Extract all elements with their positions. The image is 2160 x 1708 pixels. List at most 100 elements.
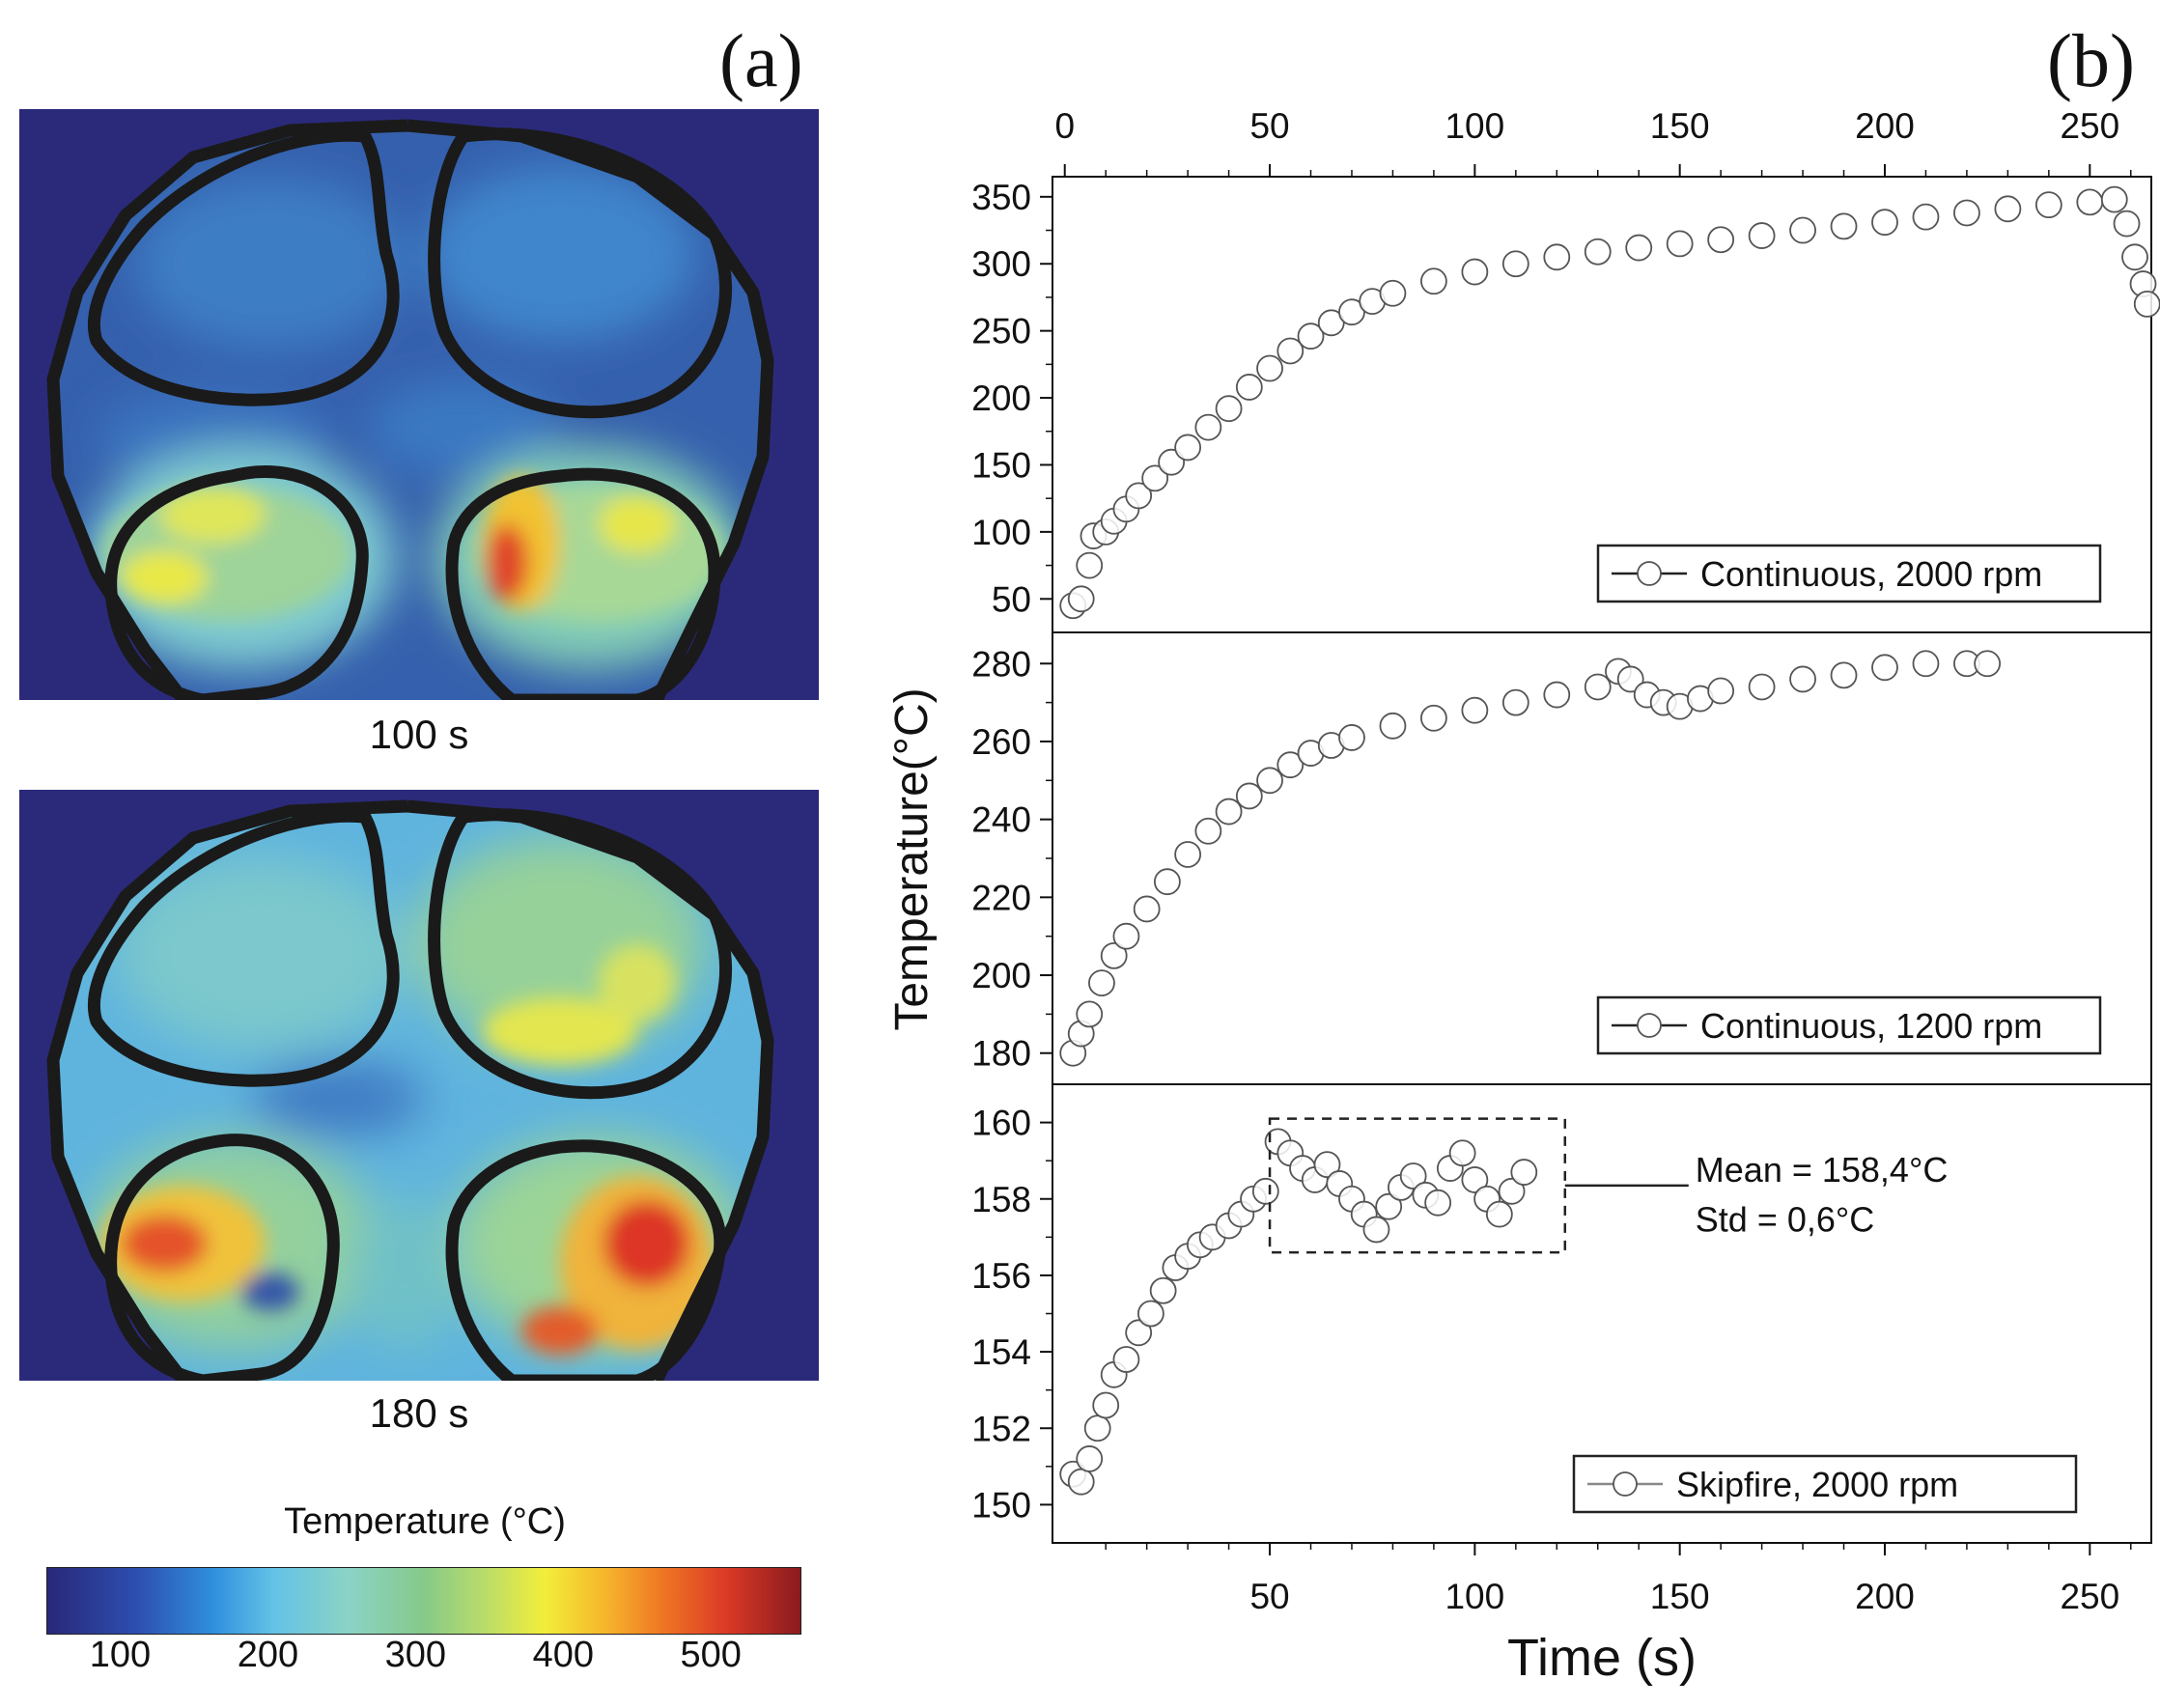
data-point bbox=[1235, 782, 1263, 810]
data-point bbox=[1133, 895, 1161, 923]
y-tick-label: 180 bbox=[971, 1034, 1031, 1074]
data-point bbox=[1379, 279, 1407, 307]
colorbar-title: Temperature (°C) bbox=[284, 1501, 566, 1542]
data-point bbox=[1616, 665, 1644, 693]
data-point bbox=[1625, 234, 1653, 262]
colorbar-tick: 400 bbox=[532, 1635, 594, 1675]
y-tick-label: 300 bbox=[971, 244, 1031, 284]
data-point bbox=[1871, 654, 1898, 682]
thermal-caption-100s: 100 s bbox=[369, 712, 469, 757]
data-point bbox=[1510, 1159, 1538, 1186]
data-point bbox=[2133, 290, 2160, 318]
data-point bbox=[1125, 482, 1153, 510]
data-point bbox=[1448, 1139, 1476, 1167]
data-point bbox=[1083, 1414, 1111, 1442]
data-point bbox=[1076, 1000, 1104, 1028]
data-point bbox=[1067, 585, 1095, 613]
y-tick-label: 150 bbox=[971, 1485, 1031, 1525]
panel-b-label: (b) bbox=[2047, 18, 2135, 102]
y-tick-label: 158 bbox=[971, 1180, 1031, 1219]
data-point bbox=[2034, 191, 2062, 219]
thermal-map-100s bbox=[19, 109, 819, 700]
data-point bbox=[1251, 1177, 1279, 1205]
panel-a-label: (a) bbox=[719, 18, 803, 102]
top-x-tick-label: 250 bbox=[2060, 106, 2119, 146]
data-point bbox=[1420, 267, 1447, 295]
data-point bbox=[1149, 1276, 1177, 1304]
y-tick-label: 280 bbox=[971, 644, 1031, 684]
data-point bbox=[1379, 712, 1407, 740]
data-point bbox=[1707, 677, 1735, 705]
data-point bbox=[1194, 817, 1222, 845]
y-tick-label: 152 bbox=[971, 1409, 1031, 1448]
data-point bbox=[2100, 185, 2128, 213]
data-point bbox=[1137, 1300, 1164, 1328]
data-point bbox=[1830, 661, 1858, 689]
y-tick-label: 350 bbox=[971, 178, 1031, 217]
data-point bbox=[1313, 1151, 1341, 1179]
y-tick-label: 160 bbox=[971, 1104, 1031, 1143]
top-x-tick-label: 50 bbox=[1249, 106, 1289, 146]
data-point bbox=[1076, 551, 1104, 579]
thermal-map-180s bbox=[19, 790, 819, 1381]
data-point bbox=[1584, 673, 1612, 701]
data-point bbox=[1215, 395, 1243, 423]
data-point bbox=[1235, 374, 1263, 401]
data-point bbox=[1338, 724, 1365, 751]
bottom-x-tick-label: 150 bbox=[1650, 1577, 1710, 1616]
y-tick-label: 150 bbox=[971, 445, 1031, 485]
colorbar-tick: 300 bbox=[384, 1635, 447, 1675]
data-point bbox=[1485, 1200, 1513, 1228]
data-point bbox=[1461, 258, 1489, 286]
data-point bbox=[2076, 188, 2104, 216]
thermal-caption-180s: 180 s bbox=[369, 1390, 469, 1436]
data-point bbox=[1399, 1162, 1427, 1190]
colorbar-gradient bbox=[46, 1567, 801, 1635]
data-point bbox=[1543, 243, 1571, 271]
data-point bbox=[1125, 1319, 1153, 1347]
data-point bbox=[2121, 243, 2148, 271]
mean-annotation: Mean = 158,4°C bbox=[1696, 1150, 1949, 1190]
data-point bbox=[1912, 203, 1940, 231]
data-point bbox=[1174, 841, 1202, 868]
data-point bbox=[1543, 681, 1571, 709]
std-annotation: Std = 0,6°C bbox=[1696, 1200, 1875, 1240]
legend-label: Skipfire, 2000 rpm bbox=[1676, 1465, 1958, 1504]
data-point bbox=[1707, 226, 1735, 254]
data-point bbox=[1666, 230, 1694, 258]
colorbar-tick: 100 bbox=[89, 1635, 152, 1675]
legend-marker bbox=[1637, 561, 1662, 586]
data-point bbox=[1276, 337, 1304, 365]
data-point bbox=[1994, 195, 2022, 223]
data-point bbox=[1088, 969, 1115, 997]
data-point bbox=[1912, 650, 1940, 678]
y-tick-label: 250 bbox=[971, 312, 1031, 351]
data-point bbox=[1584, 238, 1612, 266]
data-point bbox=[1141, 464, 1169, 492]
data-point bbox=[1174, 434, 1202, 462]
y-tick-label: 260 bbox=[971, 722, 1031, 762]
legend-label: Continuous, 1200 rpm bbox=[1700, 1006, 2042, 1046]
data-point bbox=[1974, 650, 2002, 678]
data-point bbox=[1420, 704, 1447, 732]
bottom-x-tick-label: 200 bbox=[1855, 1577, 1915, 1616]
data-point bbox=[1501, 250, 1529, 278]
data-point bbox=[1501, 688, 1529, 716]
x-axis-title: Time (s) bbox=[1507, 1629, 1697, 1687]
top-x-tick-label: 0 bbox=[1054, 106, 1075, 146]
y-tick-label: 240 bbox=[971, 800, 1031, 840]
y-tick-label: 200 bbox=[971, 956, 1031, 995]
data-point bbox=[1953, 199, 1980, 227]
mean-window-box bbox=[1268, 1117, 1567, 1254]
colorbar-tick: 200 bbox=[237, 1635, 299, 1675]
data-point bbox=[1748, 222, 1776, 249]
y-tick-label: 200 bbox=[971, 378, 1031, 418]
y-tick-label: 156 bbox=[971, 1256, 1031, 1296]
data-point bbox=[1871, 209, 1898, 237]
data-point bbox=[1112, 1346, 1140, 1373]
data-point bbox=[1092, 1391, 1120, 1419]
data-point bbox=[1461, 1166, 1489, 1193]
bottom-x-tick-label: 100 bbox=[1445, 1577, 1504, 1616]
data-point bbox=[1100, 941, 1128, 969]
data-point bbox=[1215, 798, 1243, 826]
